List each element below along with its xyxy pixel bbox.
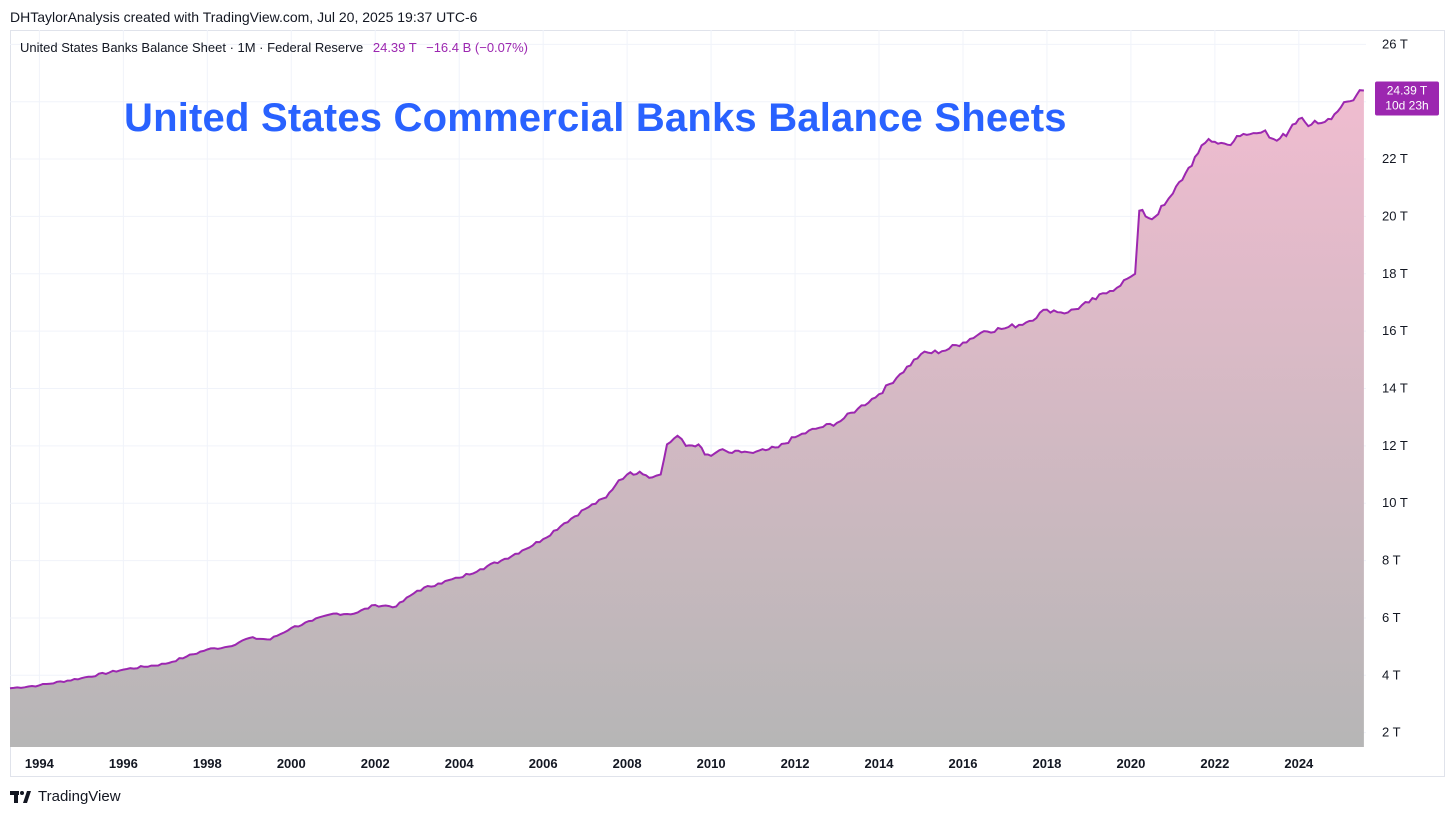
x-tick-label: 2024 bbox=[1284, 756, 1314, 771]
y-tick-label: 20 T bbox=[1382, 208, 1408, 223]
price-badge-box bbox=[1375, 81, 1439, 116]
x-tick-label: 2002 bbox=[361, 756, 390, 771]
legend-change: −16.4 B (−0.07%) bbox=[426, 40, 529, 55]
y-tick-label: 8 T bbox=[1382, 553, 1401, 568]
balance-sheet-line bbox=[9, 89, 1364, 690]
y-tick-label: 4 T bbox=[1382, 667, 1401, 682]
x-axis-labels: 1994 1996 1998 2000 2002 2004 2006 2008 2010 2012… bbox=[25, 756, 1314, 771]
legend-last-value: 24.39 T bbox=[372, 40, 417, 55]
tradingview-footer[interactable]: TradingView bbox=[10, 788, 121, 805]
chart-frame bbox=[10, 30, 1445, 777]
chart-attribution: DHTaylorAnalysis created with TradingVie… bbox=[10, 9, 478, 25]
x-tick-label: 2022 bbox=[1200, 756, 1229, 771]
price-badge-value: 24.39 T bbox=[1387, 84, 1428, 98]
x-tick-label: 1994 bbox=[25, 756, 55, 771]
y-tick-label: 26 T bbox=[1382, 36, 1408, 51]
x-tick-label: 2012 bbox=[781, 756, 810, 771]
x-tick-label: 2018 bbox=[1032, 756, 1061, 771]
x-tick-label: 2006 bbox=[529, 756, 558, 771]
x-tick-label: 2010 bbox=[697, 756, 726, 771]
chart-title: United States Commercial Banks Balance S… bbox=[124, 96, 1067, 140]
x-tick-label: 2000 bbox=[277, 756, 306, 771]
x-tick-label: 2014 bbox=[865, 756, 895, 771]
last-price-badge: 24.39 T 10d 23h bbox=[1375, 81, 1439, 116]
y-tick-label: 14 T bbox=[1382, 381, 1408, 396]
y-tick-label: 2 T bbox=[1382, 725, 1401, 740]
x-tick-label: 2008 bbox=[613, 756, 642, 771]
y-tick-label: 6 T bbox=[1382, 610, 1401, 625]
tradingview-brand-label: TradingView bbox=[38, 788, 121, 805]
x-tick-label: 1998 bbox=[193, 756, 222, 771]
y-tick-label: 12 T bbox=[1382, 438, 1408, 453]
x-tick-label: 2020 bbox=[1116, 756, 1145, 771]
series-legend[interactable]: United States Banks Balance Sheet · 1M ·… bbox=[20, 40, 528, 55]
y-tick-label: 22 T bbox=[1382, 151, 1408, 166]
tradingview-logo-icon bbox=[10, 790, 31, 803]
x-tick-label: 2016 bbox=[949, 756, 978, 771]
y-tick-label: 16 T bbox=[1382, 323, 1408, 338]
legend-symbol: United States Banks Balance Sheet · 1M ·… bbox=[20, 40, 364, 55]
y-tick-label: 10 T bbox=[1382, 495, 1408, 510]
x-tick-label: 2004 bbox=[445, 756, 475, 771]
y-axis-labels: 2 T 4 T 6 T 8 T 10 T 12 T 14 T 16 T 18 T 20 T 22 T… bbox=[1382, 36, 1408, 739]
balance-sheet-area bbox=[10, 90, 1364, 747]
price-badge-countdown: 10d 23h bbox=[1385, 99, 1428, 113]
y-tick-label: 18 T bbox=[1382, 266, 1408, 281]
x-tick-label: 1996 bbox=[109, 756, 138, 771]
